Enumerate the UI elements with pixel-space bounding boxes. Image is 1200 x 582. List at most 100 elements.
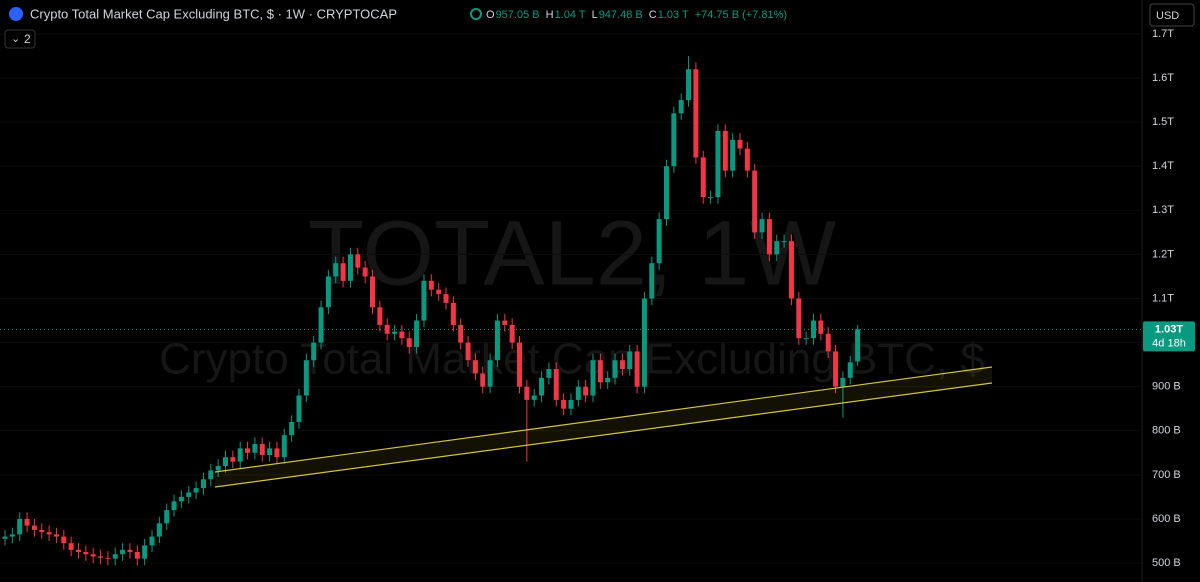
candle-body xyxy=(656,219,662,264)
ohlc-label: O xyxy=(486,9,495,21)
candle-body xyxy=(472,360,478,374)
y-tick-label: 900 B xyxy=(1152,381,1181,393)
candle-body xyxy=(215,466,221,471)
candle-body xyxy=(759,219,765,233)
candle-body xyxy=(686,69,692,101)
candle-body xyxy=(517,342,522,387)
candle-body xyxy=(708,197,714,199)
chevron: ⌄ xyxy=(11,33,20,45)
candle-body xyxy=(774,241,780,255)
candle-body xyxy=(421,280,427,321)
candle-body xyxy=(627,351,633,370)
candle-body xyxy=(208,470,214,480)
candle-body xyxy=(641,298,647,387)
candle-body xyxy=(781,241,787,243)
candle-body xyxy=(730,139,736,171)
candle-body xyxy=(392,331,398,334)
last-price-tag: 1.03T 4d 18h xyxy=(1143,321,1195,352)
candle-body xyxy=(186,492,192,497)
candle-body xyxy=(715,130,721,198)
candle-body xyxy=(436,289,442,295)
candle-body xyxy=(46,532,52,535)
last-price-bg xyxy=(1143,321,1195,352)
candle-body xyxy=(362,267,368,277)
candle-body xyxy=(178,496,184,502)
ohlc-label: H xyxy=(546,9,554,21)
candle-body xyxy=(24,518,30,526)
channel-upper xyxy=(214,366,993,473)
candle-body xyxy=(539,377,545,396)
candle-body xyxy=(561,399,567,409)
candle-body xyxy=(17,518,23,535)
currency-button[interactable] xyxy=(1149,3,1195,27)
channel xyxy=(214,366,993,488)
candle-body xyxy=(649,263,655,299)
candle-body xyxy=(61,536,67,544)
candle-body xyxy=(90,554,96,557)
candle-body xyxy=(766,219,772,255)
candle-body xyxy=(120,549,126,555)
candle-body xyxy=(605,377,611,383)
candle-body xyxy=(825,333,831,352)
indicator-count: 2 xyxy=(24,32,31,46)
candle-body xyxy=(245,448,251,453)
candle-body xyxy=(259,443,265,456)
candle-body xyxy=(480,373,486,387)
y-tick-label: 500 B xyxy=(1152,557,1181,569)
candle-body xyxy=(384,324,390,334)
candle-body xyxy=(347,254,353,281)
candle-body xyxy=(406,338,412,347)
candle-body xyxy=(303,360,309,396)
candle-body xyxy=(296,395,302,422)
candle-body xyxy=(252,443,258,453)
candle-body xyxy=(693,69,699,158)
candle-body xyxy=(127,549,133,553)
candle-body xyxy=(833,351,839,387)
ohlc-value: 1.04 T xyxy=(555,9,586,21)
candle-body xyxy=(568,399,574,409)
y-tick-label: 800 B xyxy=(1152,425,1181,437)
candle-body xyxy=(325,276,331,308)
candle-body xyxy=(83,552,89,555)
ohlc-value: 1.03 T xyxy=(658,9,689,21)
candle-body xyxy=(612,360,618,378)
header: Crypto Total Market Cap Excluding BTC, $… xyxy=(4,3,1195,49)
candle-body xyxy=(546,369,552,378)
watermark-subtitle: Crypto Total Market Cap Excluding BTC, $ xyxy=(159,335,985,384)
candle-body xyxy=(68,543,74,550)
candle-body xyxy=(502,320,508,325)
candle-body xyxy=(796,298,802,339)
candle-body xyxy=(414,320,420,347)
ohlc-value: 957.05 B xyxy=(496,9,540,21)
last-price: 1.03T xyxy=(1155,323,1183,335)
y-tick-label: 1.3T xyxy=(1152,204,1174,216)
indicator-toggle[interactable] xyxy=(4,29,36,49)
candle-body xyxy=(311,342,317,361)
y-tick-label: 1.1T xyxy=(1152,292,1174,304)
candle-body xyxy=(112,554,118,559)
candle-body xyxy=(98,556,104,558)
candle-body xyxy=(840,377,846,387)
candle-body xyxy=(700,157,706,198)
candle-body xyxy=(105,557,111,559)
candle-body xyxy=(671,113,677,167)
countdown: 4d 18h xyxy=(1152,337,1186,349)
y-tick-label: 600 B xyxy=(1152,513,1181,525)
candle-body xyxy=(370,276,375,308)
candle-body xyxy=(281,435,287,458)
candle-body xyxy=(9,534,15,537)
candle-body xyxy=(583,386,589,396)
y-tick-label: 1.4T xyxy=(1152,160,1174,172)
y-tick-label: 700 B xyxy=(1152,469,1181,481)
y-tick-label: 1.6T xyxy=(1152,72,1174,84)
candle-body xyxy=(597,360,603,383)
candle-body xyxy=(230,457,236,462)
candle-body xyxy=(164,510,170,524)
candle-body xyxy=(142,545,148,559)
candle-body xyxy=(737,139,743,149)
candle-body xyxy=(634,351,640,387)
candle-body xyxy=(531,395,537,400)
ohlc-value: 947.48 B xyxy=(599,9,643,21)
